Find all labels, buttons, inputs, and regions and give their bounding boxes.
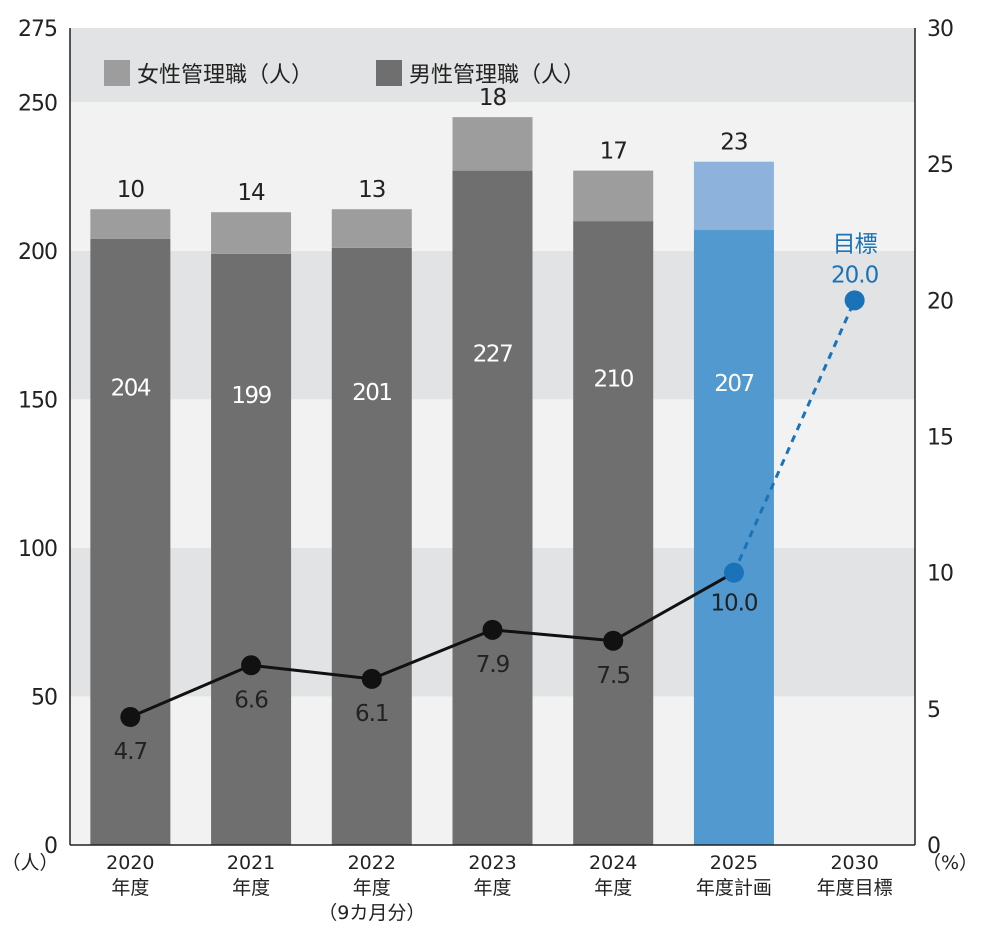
bar-female — [452, 117, 533, 171]
ratio-point — [482, 619, 503, 640]
ratio-value: 10.0 — [710, 591, 758, 617]
left-tick-label: 275 — [18, 17, 57, 42]
bar-female-value: 10 — [117, 177, 145, 203]
category-label: 年度 — [594, 877, 632, 899]
left-axis-unit: （人） — [1, 852, 58, 874]
ratio-value: 6.1 — [355, 701, 389, 727]
bar-female — [211, 212, 292, 254]
right-tick-label: 25 — [927, 153, 953, 178]
ratio-value: 7.5 — [596, 663, 630, 689]
category-label: 年度目標 — [817, 877, 893, 899]
ratio-line — [129, 571, 735, 719]
right-tick-label: 30 — [927, 17, 953, 42]
left-tick-label: 0 — [44, 834, 57, 859]
bar-female — [573, 170, 654, 222]
bar-male-value: 199 — [231, 383, 271, 409]
category-label: 2020 — [106, 852, 154, 874]
category-label: 2024 — [589, 852, 637, 874]
right-tick-label: 10 — [927, 562, 953, 587]
right-tick-label: 15 — [927, 426, 953, 451]
bar-female-value: 13 — [358, 177, 385, 203]
bar-female-value: 23 — [720, 130, 747, 156]
category-label: 2021 — [227, 852, 275, 874]
right-tick-label: 20 — [927, 289, 953, 314]
category-label: 年度 — [111, 877, 149, 899]
category-label: 2030 — [830, 852, 878, 874]
bar-male-value: 201 — [352, 380, 391, 406]
bar-male-value: 210 — [594, 367, 634, 393]
bar-male — [90, 238, 171, 845]
right-tick-label: 0 — [927, 834, 940, 859]
target-label: 目標 — [833, 231, 878, 257]
labels: 204 10 199 14 201 13 227 18 210 17 207 23 4.7 6.6 6.1 7… — [111, 85, 880, 765]
bar-male — [452, 170, 533, 845]
legend: 女性管理職（人） 男性管理職（人） — [104, 60, 585, 88]
bar-female — [331, 209, 412, 248]
bar-male-value: 204 — [111, 375, 151, 401]
bar-male — [331, 247, 412, 845]
bar-female — [693, 161, 774, 231]
bar-male-value: 207 — [714, 371, 753, 397]
legend-swatch-male — [376, 60, 402, 86]
ratio-value: 7.9 — [476, 652, 510, 678]
bar-male — [211, 253, 292, 846]
category-label: 2023 — [468, 852, 516, 874]
ratio-point — [844, 290, 865, 311]
bar-male — [693, 230, 774, 845]
plot-band — [70, 28, 915, 103]
left-tick-label: 100 — [18, 537, 57, 562]
bar-female — [90, 209, 171, 239]
line-series — [120, 290, 865, 728]
legend-swatch-female — [104, 60, 130, 86]
right-tick-label: 5 — [927, 698, 940, 723]
ratio-point — [120, 707, 141, 728]
ratio-point — [603, 630, 624, 651]
right-axis-unit: （%） — [922, 852, 978, 874]
left-tick-label: 250 — [18, 91, 57, 116]
category-label: （9カ月分） — [318, 902, 425, 924]
ratio-value: 4.7 — [114, 739, 148, 765]
bars — [90, 117, 774, 846]
ratio-projection-line — [732, 299, 857, 574]
legend-label-male: 男性管理職（人） — [409, 63, 585, 88]
bar-male — [573, 221, 654, 846]
bar-female-value: 18 — [479, 85, 507, 111]
category-label: 年度計画 — [696, 877, 772, 899]
ratio-point — [241, 655, 262, 676]
category-label: 2022 — [348, 852, 396, 874]
category-label: 年度 — [232, 877, 270, 899]
category-label: 年度 — [353, 877, 391, 899]
ratio-point — [723, 562, 744, 583]
legend-label-female: 女性管理職（人） — [137, 63, 313, 88]
left-tick-label: 200 — [18, 240, 57, 265]
bar-male-value: 227 — [473, 341, 512, 367]
target-value: 20.0 — [831, 262, 879, 288]
category-label: 年度 — [473, 877, 511, 899]
ratio-value: 6.6 — [234, 687, 268, 713]
category-label: 2025 — [710, 852, 758, 874]
bar-female-value: 14 — [237, 180, 265, 206]
ratio-point — [361, 668, 382, 689]
left-tick-label: 150 — [18, 388, 57, 413]
bar-female-value: 17 — [600, 139, 627, 165]
left-tick-label: 50 — [31, 685, 57, 710]
